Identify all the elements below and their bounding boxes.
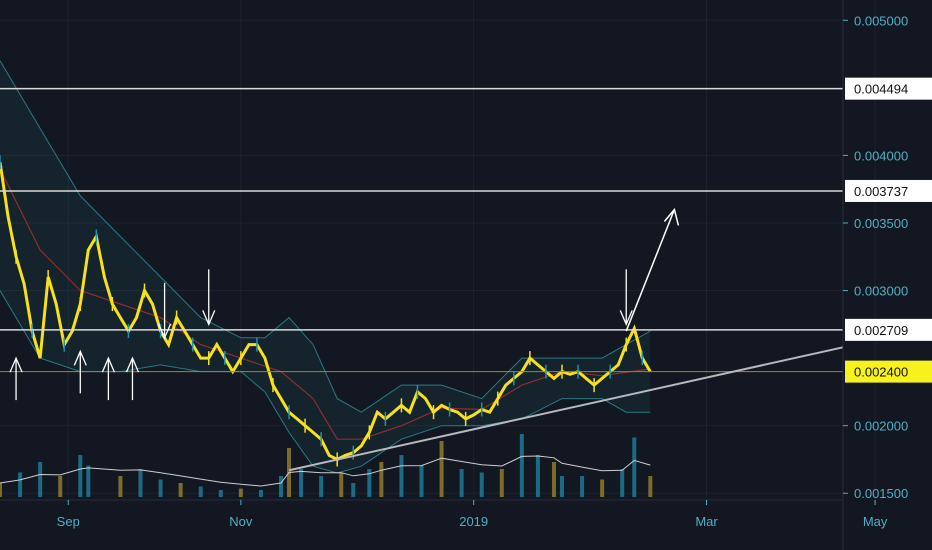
volume-bar-4 xyxy=(78,455,83,497)
y-tick-label-1: 0.004000 xyxy=(854,148,908,163)
up-arrow-0-head xyxy=(9,356,23,373)
volume-bar-31 xyxy=(560,476,564,497)
volume-bar-27 xyxy=(499,469,504,497)
level-label-1: 0.003737 xyxy=(854,184,908,199)
trendline xyxy=(288,346,844,472)
volume-bar-5 xyxy=(86,465,91,497)
level-label-box-2 xyxy=(845,318,932,341)
trendline-line xyxy=(288,346,844,472)
volume-bar-23 xyxy=(419,465,424,497)
price-axis[interactable]: 0.005000 0.004000 0.003500 0.003000 0.002000… xyxy=(843,13,932,501)
volume-bar-32 xyxy=(580,476,585,497)
time-axis[interactable]: Sep Nov 2019 Mar May xyxy=(57,500,888,529)
y-tick-label-4: 0.002000 xyxy=(854,419,908,434)
down-arrow-1-head xyxy=(202,310,216,326)
up-arrow-2-head xyxy=(101,356,115,373)
current-price-box xyxy=(845,360,932,383)
forecast-arrow-shaft xyxy=(625,209,676,332)
volume-bar-13 xyxy=(258,490,263,497)
level-label-box-1 xyxy=(845,179,932,202)
volume-bar-33 xyxy=(600,479,605,497)
y-tick-label-0: 0.005000 xyxy=(854,13,908,28)
level-label-2: 0.002709 xyxy=(854,323,908,338)
level-label-box-0 xyxy=(845,77,932,100)
volume-bar-24 xyxy=(439,441,444,497)
volume-bar-29 xyxy=(535,455,540,497)
volume-bar-1 xyxy=(18,472,23,497)
volume-bar-20 xyxy=(367,469,372,497)
volume-bar-22 xyxy=(399,455,404,497)
volume-bar-3 xyxy=(58,476,63,497)
volume-bar-26 xyxy=(479,472,484,497)
down-arrow-2-head xyxy=(619,310,633,326)
volume-bar-19 xyxy=(351,483,356,497)
volume-bars xyxy=(0,434,653,497)
volume-bar-34 xyxy=(620,469,625,497)
volume-ma-line xyxy=(0,455,651,487)
annotation-arrows xyxy=(9,207,680,401)
up-arrow-3-head xyxy=(125,356,140,373)
up-arrow-1-head xyxy=(73,349,87,366)
y-tick-label-3: 0.003000 xyxy=(854,284,908,299)
x-tick-label-3: Mar xyxy=(695,514,718,529)
volume-bar-35 xyxy=(632,437,637,497)
volume-bar-21 xyxy=(379,462,384,497)
volume-bar-11 xyxy=(218,490,223,497)
forecast-arrow-head xyxy=(663,207,680,226)
x-tick-label-0: Sep xyxy=(57,514,80,529)
horizontal-levels xyxy=(0,87,843,373)
volume-bar-0 xyxy=(0,483,2,497)
down-arrow-0-head xyxy=(157,323,172,340)
volume-bar-18 xyxy=(339,472,344,497)
x-tick-label-2: 2019 xyxy=(459,514,488,529)
volume-bar-16 xyxy=(299,469,304,497)
volume-bar-17 xyxy=(319,476,324,497)
current-price-label: 0.002400 xyxy=(854,365,908,380)
band-fill xyxy=(0,60,651,474)
volume-bar-6 xyxy=(118,476,123,497)
volume-bar-36 xyxy=(648,476,653,497)
volume-bar-2 xyxy=(38,462,43,497)
volume-bar-8 xyxy=(158,479,163,497)
volume-bar-25 xyxy=(459,469,464,497)
y-tick-label-2: 0.003500 xyxy=(854,216,908,231)
volume-bar-30 xyxy=(551,462,556,497)
price-series xyxy=(0,155,652,467)
price-line xyxy=(0,161,652,462)
volume-bar-10 xyxy=(198,486,203,497)
x-tick-label-4: May xyxy=(863,514,888,529)
volume-bar-12 xyxy=(238,488,243,497)
moving-average xyxy=(0,168,651,440)
volume-bar-28 xyxy=(519,434,524,497)
ma-line xyxy=(0,168,651,440)
x-tick-label-1: Nov xyxy=(229,514,253,529)
volume-bar-9 xyxy=(178,483,183,497)
level-label-0: 0.004494 xyxy=(854,82,908,97)
y-tick-label-5: 0.001500 xyxy=(854,486,908,501)
volume-bar-7 xyxy=(138,469,143,497)
volume-bar-14 xyxy=(279,476,283,497)
grid-lines xyxy=(0,0,876,500)
